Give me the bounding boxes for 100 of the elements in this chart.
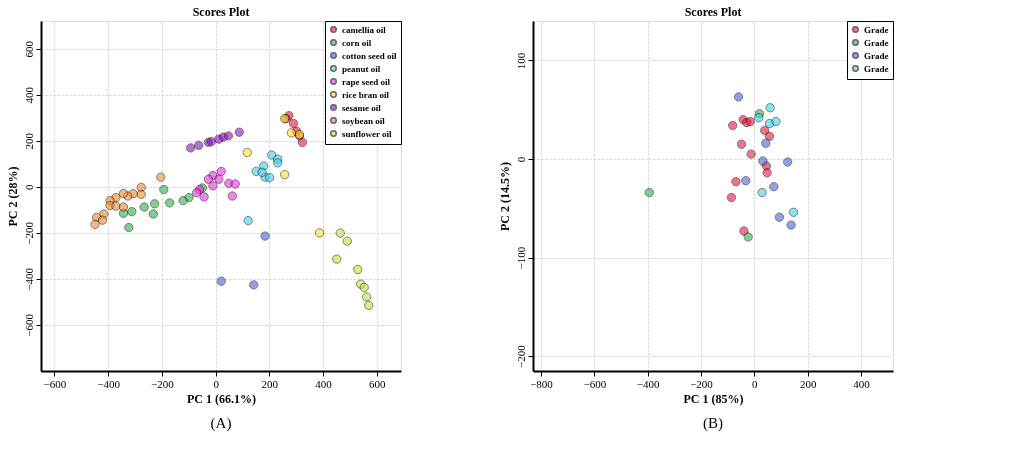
legend-label: corn oil — [342, 37, 372, 48]
point — [746, 149, 756, 159]
point — [234, 127, 244, 137]
point — [364, 300, 374, 311]
x-tick-label: −600 — [583, 377, 607, 390]
point — [771, 116, 781, 127]
point — [118, 188, 129, 199]
x-tick-label: 400 — [853, 377, 871, 390]
y-tick-label: −600 — [22, 313, 35, 337]
x-axis-title: PC 1 (66.1%) — [187, 391, 256, 406]
point — [199, 192, 209, 202]
point — [97, 215, 108, 225]
point — [728, 120, 738, 131]
point — [760, 125, 770, 136]
x-tick-label: 600 — [369, 377, 387, 390]
point — [216, 276, 226, 286]
point — [249, 280, 259, 290]
y-tick-label: 0 — [22, 184, 35, 191]
point — [148, 209, 158, 219]
point — [165, 198, 175, 208]
point — [731, 177, 741, 187]
point — [178, 195, 188, 206]
point — [762, 168, 772, 178]
point — [286, 128, 297, 138]
point — [243, 215, 253, 226]
point — [741, 176, 751, 186]
point — [230, 179, 240, 189]
point — [257, 167, 267, 177]
y-tick-label: 0 — [514, 156, 527, 163]
point — [769, 181, 779, 192]
legend-label: Grade — [864, 50, 889, 61]
point — [242, 147, 253, 158]
y-tick-label: 400 — [22, 86, 35, 104]
point — [353, 264, 363, 275]
point — [279, 169, 290, 180]
point — [359, 282, 369, 293]
x-tick-label: −200 — [690, 377, 714, 390]
point — [745, 116, 756, 127]
text: (B) — [703, 415, 723, 432]
y-tick-label: 600 — [22, 40, 35, 58]
point — [90, 219, 100, 229]
legend-label: Grade — [864, 63, 889, 74]
point — [194, 140, 204, 151]
point — [203, 174, 214, 184]
legend-label: cotton seed oil — [342, 50, 397, 61]
chart-title: Scores Plot — [192, 4, 250, 19]
point — [267, 150, 277, 160]
point — [223, 131, 234, 141]
point — [765, 103, 775, 113]
point — [149, 199, 160, 209]
point — [342, 236, 352, 246]
y-tick-label: −400 — [22, 267, 35, 291]
x-tick-label: −800 — [530, 377, 554, 390]
point — [332, 254, 342, 264]
y-axis-title: PC 2 (28%) — [5, 166, 20, 227]
point — [260, 231, 270, 241]
x-tick-label: 0 — [752, 377, 759, 390]
y-tick-label: −100 — [514, 246, 527, 270]
point — [335, 228, 345, 238]
point — [273, 158, 283, 168]
point — [757, 187, 767, 198]
point — [726, 192, 737, 203]
point — [764, 131, 775, 142]
x-tick-label: −400 — [97, 377, 121, 390]
point — [788, 207, 799, 217]
y-tick-label: 100 — [514, 52, 527, 70]
legend-label: camellia oil — [342, 24, 387, 35]
x-tick-label: −200 — [151, 377, 175, 390]
point — [191, 188, 202, 198]
point — [156, 172, 166, 182]
x-tick-label: −400 — [636, 377, 661, 390]
text: (A) — [210, 415, 232, 432]
legend-label: Grade — [864, 24, 889, 35]
y-axis-title: PC 2 (14.5%) — [497, 162, 512, 231]
point — [782, 157, 793, 167]
legend-label: peanut oil — [342, 63, 381, 74]
point — [761, 138, 771, 148]
point — [111, 201, 121, 211]
point — [227, 191, 237, 201]
legend-label: sunflower oil — [342, 128, 393, 139]
point — [214, 174, 224, 184]
legend-label: sesame oil — [342, 102, 382, 113]
point — [733, 92, 744, 102]
point — [743, 232, 753, 242]
point — [758, 156, 768, 166]
y-tick-label: −200 — [22, 221, 35, 245]
point — [361, 292, 372, 302]
legend-label: Grade — [864, 37, 889, 48]
point — [136, 189, 146, 200]
legend-label: rice bran oil — [342, 89, 390, 100]
chart-title: Scores Plot — [684, 4, 742, 19]
point — [774, 212, 785, 222]
y-tick-label: −200 — [514, 344, 527, 369]
point — [216, 166, 226, 177]
point — [139, 202, 149, 212]
x-tick-label: 400 — [315, 377, 333, 390]
point — [127, 206, 137, 217]
point — [208, 181, 218, 191]
point — [118, 202, 129, 212]
x-axis-title: PC 1 (85%) — [683, 391, 744, 406]
